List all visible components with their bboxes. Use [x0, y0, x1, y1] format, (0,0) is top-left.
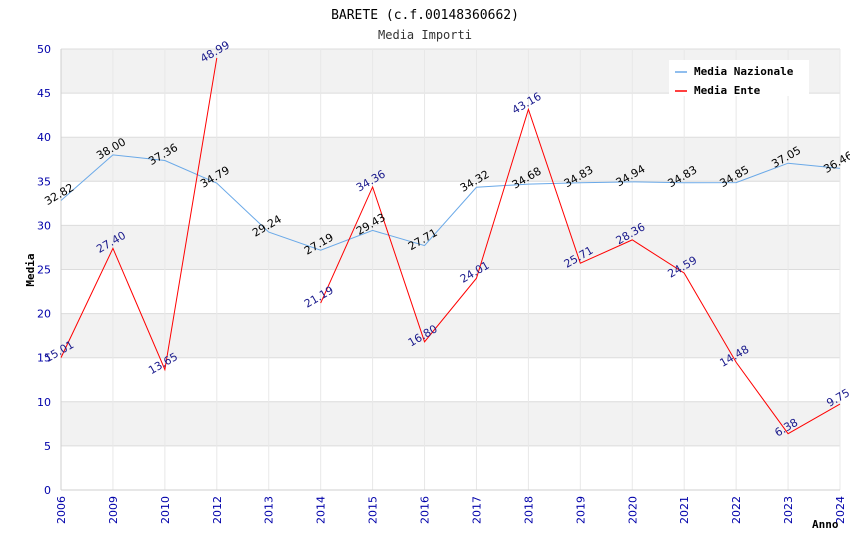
x-tick-label: 2017: [470, 496, 483, 524]
y-tick-label: 0: [44, 484, 51, 497]
y-tick-label: 35: [37, 175, 51, 188]
y-tick-label: 20: [37, 308, 51, 321]
x-tick-label: 2023: [782, 496, 795, 524]
x-tick-label: 2019: [574, 496, 587, 524]
x-tick-label: 2024: [834, 496, 847, 524]
y-tick-label: 25: [37, 264, 51, 277]
series-line-media-ente: [320, 107, 841, 435]
x-tick-label: 2022: [730, 496, 743, 524]
background-band: [61, 357, 840, 402]
x-tick-label: 2016: [419, 496, 432, 524]
plot-background-bands: [61, 49, 840, 490]
series-lines: [60, 57, 841, 435]
background-band: [61, 93, 840, 138]
x-tick-label: 2013: [263, 496, 276, 524]
background-band: [61, 269, 840, 314]
background-band: [61, 137, 840, 182]
x-tick-label: 2010: [159, 496, 172, 524]
background-band: [61, 445, 840, 490]
x-tick-label: 2006: [55, 496, 68, 524]
legend-box: [669, 60, 809, 96]
chart-title: BARETE (c.f.00148360662): [331, 8, 519, 23]
legend-label-media-nazionale: Media Nazionale: [694, 65, 794, 78]
x-tick-label: 2012: [211, 496, 224, 524]
series-line-media-nazionale: [60, 154, 841, 251]
background-band: [61, 225, 840, 270]
x-tick-label: 2014: [315, 496, 328, 524]
y-tick-label: 5: [44, 440, 51, 453]
background-band: [61, 313, 840, 358]
y-tick-label: 45: [37, 87, 51, 100]
legend: Media Nazionale Media Ente: [669, 60, 809, 97]
chart-subtitle: Media Importi: [378, 28, 472, 42]
background-band: [61, 181, 840, 226]
series-line-media-ente: [60, 57, 218, 372]
x-tick-label: 2021: [678, 496, 691, 524]
x-axis-label: Anno: [812, 518, 839, 531]
y-tick-label: 15: [37, 352, 51, 365]
y-axis-label: Media: [24, 253, 37, 286]
x-tick-label: 2020: [626, 496, 639, 524]
y-tick-label: 40: [37, 131, 51, 144]
background-band: [61, 401, 840, 446]
x-tick-label: 2015: [367, 496, 380, 524]
y-tick-label: 50: [37, 43, 51, 56]
x-tick-label: 2009: [107, 496, 120, 524]
y-tick-label: 10: [37, 396, 51, 409]
axes: 0 5 10 15 20 25 30 35 40 45 50 2006 2009 2010 2012 2013…: [37, 43, 847, 524]
y-tick-label: 30: [37, 219, 51, 232]
legend-label-media-ente: Media Ente: [694, 84, 761, 97]
x-tick-label: 2018: [522, 496, 535, 524]
